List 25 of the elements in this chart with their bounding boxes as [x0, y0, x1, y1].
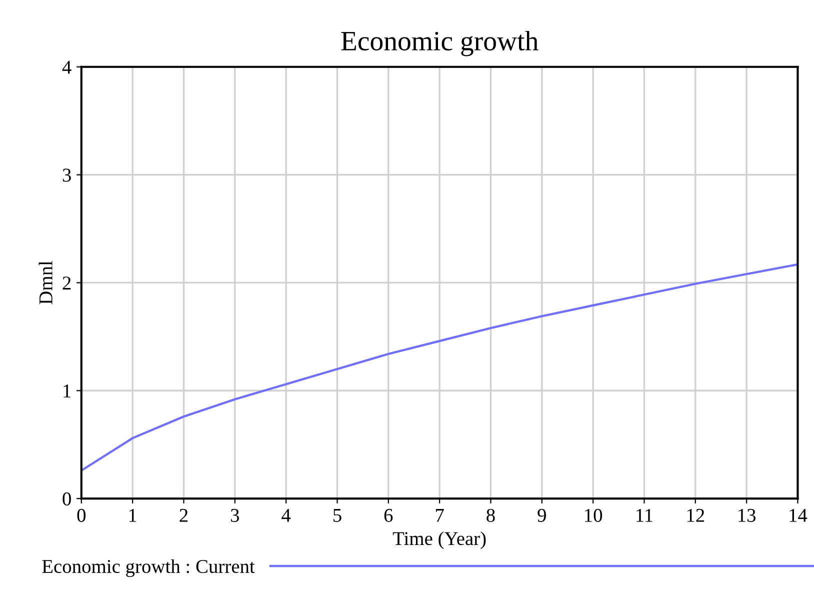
x-tick-label: 14 [790, 508, 808, 522]
y-axis-title: Dmnl [38, 260, 52, 304]
x-tick-label: 11 [636, 508, 652, 522]
x-tick-label: 5 [334, 509, 342, 522]
x-tick-label: 3 [230, 508, 239, 522]
x-tick-label: 1 [129, 508, 136, 522]
chart-title: Economic growth [341, 30, 538, 56]
x-tick-label: 4 [282, 508, 291, 522]
text: Economic growth : Current [42, 559, 255, 578]
x-tick-label: 13 [738, 508, 756, 522]
line-series [81, 263, 798, 472]
x-tick-label: 6 [384, 508, 393, 522]
x-tick-label: 9 [538, 508, 546, 522]
x-tick-label: 12 [687, 508, 704, 522]
x-tick-label: 2 [180, 508, 188, 522]
x-tick-label: 10 [585, 508, 602, 522]
x-tick-label: 7 [436, 509, 444, 522]
x-tick-label: 0 [77, 508, 86, 522]
y-tick-label: 0 [62, 492, 71, 506]
x-axis-title: Time (Year) [392, 531, 486, 550]
y-tick-label: 2 [62, 276, 71, 290]
y-tick-label: 3 [62, 168, 71, 182]
y-tick-label: 4 [62, 60, 72, 74]
x-tick-label: 8 [486, 508, 495, 522]
y-tick-label: 1 [64, 384, 71, 398]
